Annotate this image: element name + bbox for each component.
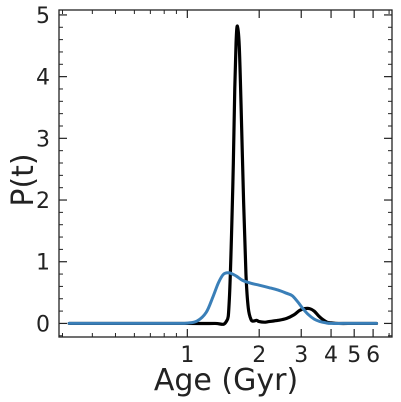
- series-black-line: [67, 24, 379, 326]
- y-tick-label: 1: [36, 251, 50, 276]
- y-tick-label: 4: [36, 66, 50, 91]
- y-tick-label: 5: [36, 4, 50, 29]
- x-tick-label: 6: [366, 343, 380, 368]
- y-tick-label: 2: [36, 189, 50, 214]
- y-tick-label: 3: [36, 127, 50, 152]
- y-tick-label: 0: [36, 312, 50, 337]
- y-axis-label: P(t): [6, 153, 41, 206]
- tick-marks-layer: [59, 10, 392, 337]
- x-tick-label: 2: [252, 343, 266, 368]
- plot-frame: [58, 9, 393, 338]
- series-layer: [67, 24, 379, 326]
- x-tick-label: 5: [347, 343, 361, 368]
- series-blue-line: [67, 271, 378, 325]
- plot-frame-layer: [58, 9, 393, 338]
- x-tick-label: 3: [294, 343, 308, 368]
- x-tick-label: 4: [324, 343, 338, 368]
- x-tick-label: 1: [180, 343, 194, 368]
- x-axis-label: Age (Gyr): [154, 363, 298, 398]
